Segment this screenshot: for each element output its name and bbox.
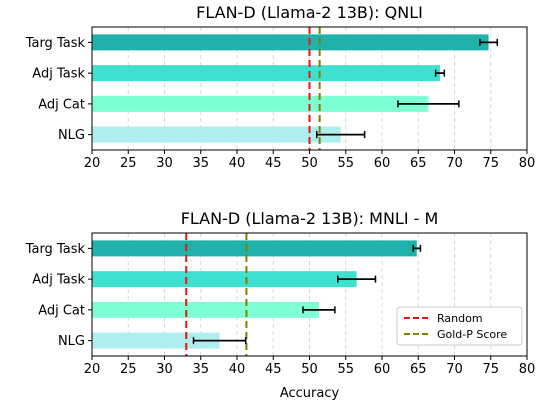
x-tick-label: 80 bbox=[519, 362, 536, 377]
x-tick-label: 45 bbox=[265, 362, 282, 377]
x-tick-label: 40 bbox=[229, 362, 246, 377]
chart-title: FLAN-D (Llama-2 13B): QNLI bbox=[196, 3, 423, 22]
bar-nlg bbox=[92, 332, 220, 349]
bar-adj-task bbox=[92, 271, 357, 288]
bar-targ-task bbox=[92, 240, 417, 257]
x-tick-label: 60 bbox=[374, 156, 391, 171]
chart-panel-2: FLAN-D (Llama-2 13B): MNLI - M 20 25 30 35 40… bbox=[25, 209, 536, 401]
error-bar bbox=[192, 337, 247, 345]
error-bar bbox=[397, 100, 460, 108]
error-bar bbox=[479, 38, 499, 46]
bar-adj-cat bbox=[92, 301, 319, 318]
x-tick-label: 50 bbox=[301, 156, 318, 171]
category-label: Targ Task bbox=[25, 36, 86, 51]
category-label: Adj Cat bbox=[38, 97, 85, 112]
x-tick-label: 65 bbox=[410, 156, 427, 171]
x-tick-label: 20 bbox=[84, 156, 101, 171]
x-tick-label: 75 bbox=[482, 362, 499, 377]
bar-nlg bbox=[92, 126, 341, 143]
x-tick-label: 40 bbox=[229, 156, 246, 171]
x-tick-label: 25 bbox=[120, 362, 137, 377]
x-tick-label: 70 bbox=[446, 362, 463, 377]
x-tick-label: 35 bbox=[192, 156, 209, 171]
x-tick-label: 45 bbox=[265, 156, 282, 171]
legend-box bbox=[396, 306, 523, 346]
error-bar bbox=[302, 306, 336, 314]
x-tick-label: 50 bbox=[301, 362, 318, 377]
error-bar bbox=[412, 244, 422, 252]
category-label: NLG bbox=[58, 334, 85, 349]
legend-label: Gold-P Score bbox=[437, 328, 507, 341]
bar-adj-task bbox=[92, 65, 440, 82]
x-tick-label: 30 bbox=[156, 156, 173, 171]
category-label: Adj Task bbox=[32, 273, 85, 288]
category-label: NLG bbox=[58, 128, 85, 143]
bar-adj-cat bbox=[92, 95, 429, 112]
category-label: Adj Cat bbox=[38, 303, 85, 318]
x-tick-label: 55 bbox=[337, 362, 354, 377]
x-tick-label: 25 bbox=[120, 156, 137, 171]
x-tick-label: 20 bbox=[84, 362, 101, 377]
chart-panel-1: FLAN-D (Llama-2 13B): QNLI 20 25 30 35 40 45 50… bbox=[25, 3, 536, 171]
x-tick-label: 60 bbox=[374, 362, 391, 377]
error-bar bbox=[337, 275, 377, 283]
category-label: Adj Task bbox=[32, 67, 85, 82]
x-tick-label: 65 bbox=[410, 362, 427, 377]
legend: Random Gold-P Score bbox=[396, 306, 523, 346]
category-label: Targ Task bbox=[25, 242, 86, 257]
legend-label: Random bbox=[437, 312, 483, 325]
chart-title: FLAN-D (Llama-2 13B): MNLI - M bbox=[181, 209, 439, 228]
x-tick-label: 80 bbox=[519, 156, 536, 171]
bar-targ-task bbox=[92, 34, 489, 51]
x-axis-label: Accuracy bbox=[280, 386, 340, 401]
x-tick-label: 55 bbox=[337, 156, 354, 171]
x-tick-label: 30 bbox=[156, 362, 173, 377]
x-tick-label: 75 bbox=[482, 156, 499, 171]
error-bar bbox=[316, 131, 366, 139]
x-tick-label: 70 bbox=[446, 156, 463, 171]
x-tick-label: 35 bbox=[192, 362, 209, 377]
error-bar bbox=[434, 69, 446, 77]
